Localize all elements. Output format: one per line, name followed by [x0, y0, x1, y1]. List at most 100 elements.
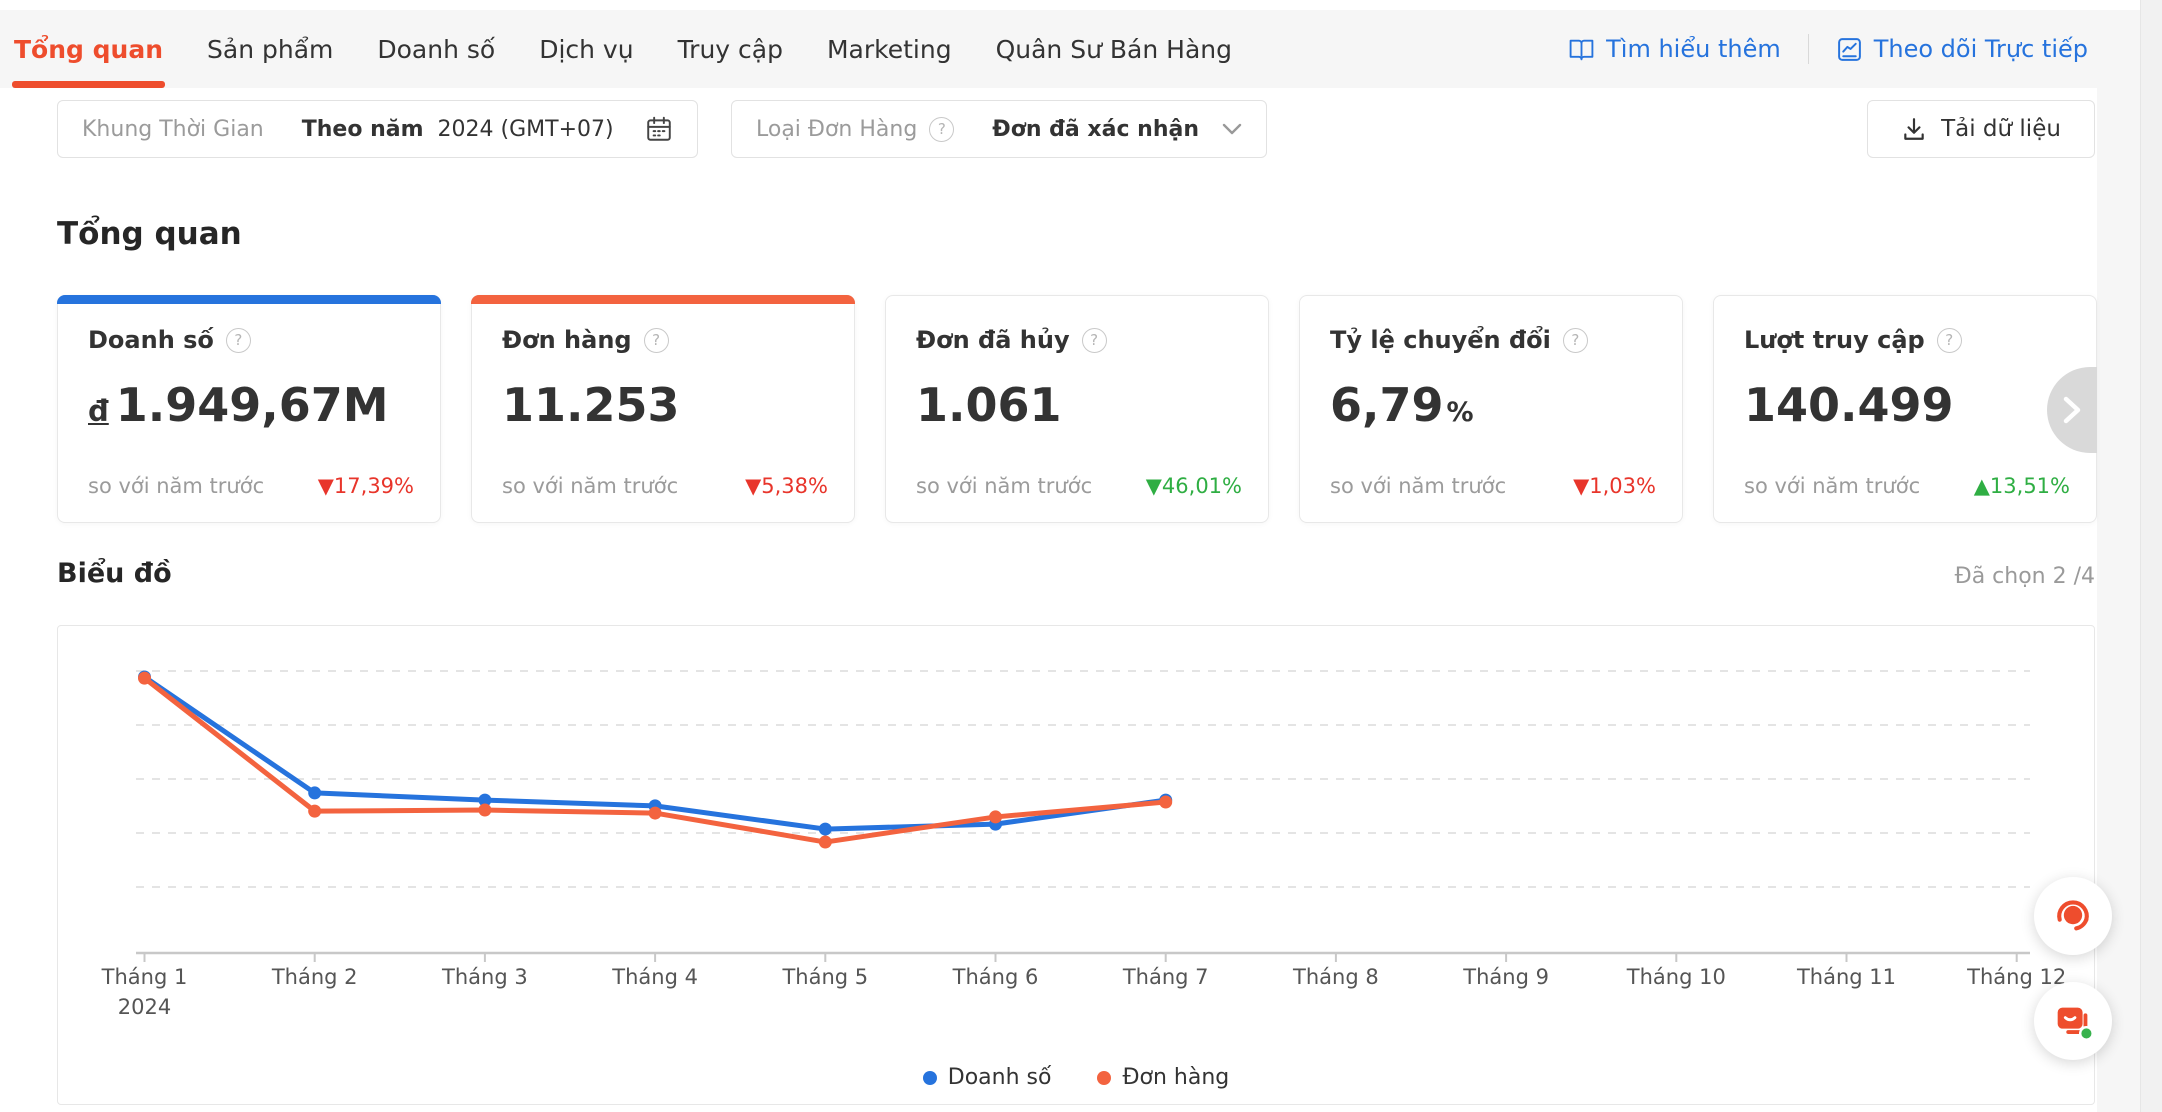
legend-label: Đơn hàng — [1122, 1065, 1230, 1090]
question-circle-icon[interactable]: ? — [1081, 327, 1107, 353]
nav-tab-4[interactable]: Dịch vụ — [539, 34, 634, 64]
gridlines — [136, 670, 2030, 888]
card-title: Đơn đã hủy — [916, 326, 1070, 354]
compare-label: so với năm trước — [916, 474, 1093, 498]
calendar-icon[interactable] — [645, 115, 673, 143]
headset-icon — [2057, 900, 2089, 931]
x-axis-label: Tháng 1 — [101, 965, 188, 989]
delta-badge: ▼5,38% — [745, 474, 828, 498]
time-range-mode: Theo năm — [301, 116, 424, 142]
question-circle-icon[interactable]: ? — [225, 327, 251, 353]
chart-container: Tháng 1 Tháng 2 Tháng 3 Tháng 4 Tháng 5 Tháng… — [57, 625, 2095, 1105]
card-value: 11.253 — [502, 378, 680, 432]
top-navigation: Tổng quan Sản phẩm Doanh số Dịch vụ Truy cập… — [0, 10, 2122, 88]
order-type-selector[interactable]: Loại Đơn Hàng ? Đơn đã xác nhận — [731, 100, 1267, 158]
compare-label: so với năm trước — [1744, 474, 1921, 498]
x-axis-label: Tháng 3 — [441, 965, 528, 989]
time-range-selector[interactable]: Khung Thời Gian Theo năm 2024 (GMT+07) — [57, 100, 698, 158]
nav-links: Tìm hiểu thêm Theo dõi Trực tiếp — [1568, 34, 2088, 64]
overview-title: Tổng quan — [57, 216, 242, 252]
order-type-value: Đơn đã xác nhận — [992, 116, 1199, 142]
legend-dot — [1097, 1070, 1112, 1085]
compare-label: so với năm trước — [88, 474, 265, 498]
nav-tabs: Tổng quan Sản phẩm Doanh số Dịch vụ Truy cập… — [12, 10, 1232, 88]
x-axis-label: Tháng 4 — [611, 965, 698, 989]
live-monitor-link[interactable]: Theo dõi Trực tiếp — [1836, 35, 2088, 63]
metric-card-4[interactable]: Tỷ lệ chuyển đổi? 6,79% so với năm trước ▼1… — [1299, 295, 1683, 523]
x-axis-label: Tháng 11 — [1796, 965, 1896, 989]
nav-tab-5[interactable]: Truy cập — [677, 34, 783, 64]
delta-badge: ▲13,51% — [1973, 474, 2070, 498]
x-axis-label: Tháng 12 — [1966, 965, 2066, 989]
card-title: Tỷ lệ chuyển đổi — [1330, 326, 1551, 354]
nav-tab-1[interactable]: Tổng quan — [12, 10, 165, 88]
metric-card-2[interactable]: Đơn hàng? 11.253 so với năm trước ▼5,38% — [471, 295, 855, 523]
download-data-button[interactable]: Tải dữ liệu — [1867, 100, 2095, 158]
nav-tab-2[interactable]: Sản phẩm — [207, 34, 334, 64]
legend-item-2[interactable]: Đơn hàng — [1097, 1065, 1229, 1090]
learn-more-label: Tìm hiểu thêm — [1606, 35, 1781, 63]
delta-badge: ▼1,03% — [1573, 474, 1656, 498]
live-chart-icon — [1837, 37, 1861, 61]
download-icon — [1904, 118, 1924, 140]
time-range-value: 2024 (GMT+07) — [437, 116, 614, 142]
compare-label: so với năm trước — [502, 474, 679, 498]
chat-bubble-icon — [2057, 1007, 2094, 1041]
compare-label: so với năm trước — [1330, 474, 1507, 498]
card-value: 6,79% — [1330, 378, 1474, 432]
x-axis-label: Tháng 9 — [1462, 965, 1549, 989]
nav-tab-7[interactable]: Quân Sư Bán Hàng — [995, 34, 1232, 64]
time-range-label: Khung Thời Gian — [82, 116, 264, 142]
x-axis-label: Tháng 7 — [1122, 965, 1209, 989]
x-axis-label: Tháng 10 — [1626, 965, 1726, 989]
question-circle-icon[interactable]: ? — [1562, 327, 1588, 353]
support-float-button[interactable] — [2034, 877, 2112, 955]
chevron-down-icon — [1222, 123, 1242, 135]
nav-tab-6[interactable]: Marketing — [826, 34, 952, 64]
question-circle-icon[interactable]: ? — [1936, 327, 1962, 353]
chart-section-title: Biểu đồ — [57, 558, 172, 589]
metric-cards-row: Doanh số? đ 1.949,67M so với năm trước ▼17,3… — [0, 295, 2162, 523]
card-title: Lượt truy cập — [1744, 326, 1925, 354]
series-Đơn hàng — [138, 671, 1173, 849]
order-type-label: Loại Đơn Hàng — [756, 116, 918, 142]
chart-legend: Doanh số Đơn hàng — [58, 1065, 2094, 1090]
live-monitor-label: Theo dõi Trực tiếp — [1873, 35, 2088, 63]
metric-card-5[interactable]: Lượt truy cập? 140.499 so với năm trước ▲13… — [1713, 295, 2097, 523]
legend-label: Doanh số — [947, 1065, 1052, 1090]
legend-dot — [922, 1070, 937, 1085]
line-chart[interactable]: Tháng 1 Tháng 2 Tháng 3 Tháng 4 Tháng 5 Tháng… — [58, 626, 2094, 1104]
x-axis-label: Tháng 8 — [1292, 965, 1379, 989]
nav-tab-3[interactable]: Doanh số — [377, 34, 496, 64]
metric-card-1[interactable]: Doanh số? đ 1.949,67M so với năm trước ▼17,3… — [57, 295, 441, 523]
card-value: đ 1.949,67M — [88, 378, 389, 432]
card-accent-bar — [471, 295, 855, 304]
chart-selected-count: Đã chọn 2 /4 — [1954, 564, 2095, 589]
nav-separator — [1807, 34, 1809, 64]
chevron-right-icon — [2063, 396, 2081, 424]
download-label: Tải dữ liệu — [1941, 116, 2061, 142]
delta-badge: ▼17,39% — [317, 474, 414, 498]
card-value: 1.061 — [916, 378, 1062, 432]
x-axis-label: Tháng 5 — [781, 965, 868, 989]
top-strip — [0, 0, 2162, 10]
x-axis: Tháng 1 Tháng 2 Tháng 3 Tháng 4 Tháng 5 Tháng… — [101, 951, 2066, 1019]
question-circle-icon[interactable]: ? — [929, 116, 955, 142]
x-axis-label: Tháng 2 — [271, 965, 358, 989]
card-title: Doanh số — [88, 326, 214, 354]
legend-item-1[interactable]: Doanh số — [922, 1065, 1052, 1090]
chat-float-button[interactable] — [2034, 982, 2112, 1060]
x-axis-year-label: 2024 — [118, 995, 171, 1019]
book-icon — [1569, 39, 1594, 60]
x-axis-label: Tháng 6 — [952, 965, 1039, 989]
learn-more-link[interactable]: Tìm hiểu thêm — [1568, 35, 1781, 63]
card-value: 140.499 — [1744, 378, 1954, 432]
filter-bar: Khung Thời Gian Theo năm 2024 (GMT+07) L… — [57, 100, 2095, 158]
card-accent-bar — [57, 295, 441, 304]
delta-badge: ▼46,01% — [1145, 474, 1242, 498]
metric-card-3[interactable]: Đơn đã hủy? 1.061 so với năm trước ▼46,01% — [885, 295, 1269, 523]
card-title: Đơn hàng — [502, 326, 632, 354]
question-circle-icon[interactable]: ? — [643, 327, 669, 353]
page-scrollbar[interactable] — [2140, 0, 2162, 1112]
